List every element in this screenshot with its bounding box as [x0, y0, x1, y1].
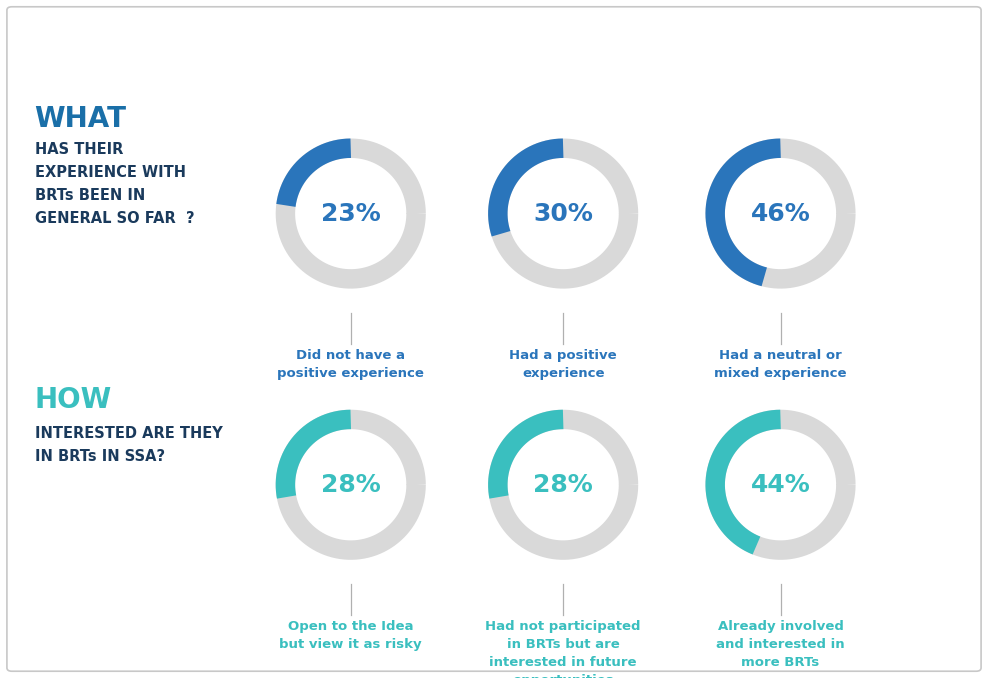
Text: INTERESTED ARE THEY
IN BRTs IN SSA?: INTERESTED ARE THEY IN BRTs IN SSA?: [35, 426, 222, 464]
Text: Already involved
and interested in
more BRTs: Already involved and interested in more …: [716, 620, 845, 669]
Text: Did not have a
positive experience: Did not have a positive experience: [278, 349, 424, 380]
Text: HOW: HOW: [35, 386, 112, 414]
Text: 28%: 28%: [534, 473, 593, 497]
Text: Had not participated
in BRTs but are
interested in future
opportunities: Had not participated in BRTs but are int…: [485, 620, 641, 678]
Text: 23%: 23%: [321, 201, 380, 226]
Text: Had a positive
experience: Had a positive experience: [510, 349, 617, 380]
Text: 44%: 44%: [751, 473, 810, 497]
FancyBboxPatch shape: [7, 7, 981, 671]
Text: Had a neutral or
mixed experience: Had a neutral or mixed experience: [714, 349, 847, 380]
Text: Open to the Idea
but view it as risky: Open to the Idea but view it as risky: [280, 620, 422, 652]
Text: WHAT: WHAT: [35, 105, 126, 133]
Text: 30%: 30%: [534, 201, 593, 226]
Text: HAS THEIR
EXPERIENCE WITH
BRTs BEEN IN
GENERAL SO FAR  ?: HAS THEIR EXPERIENCE WITH BRTs BEEN IN G…: [35, 142, 195, 226]
Text: 28%: 28%: [321, 473, 380, 497]
Text: 46%: 46%: [751, 201, 810, 226]
